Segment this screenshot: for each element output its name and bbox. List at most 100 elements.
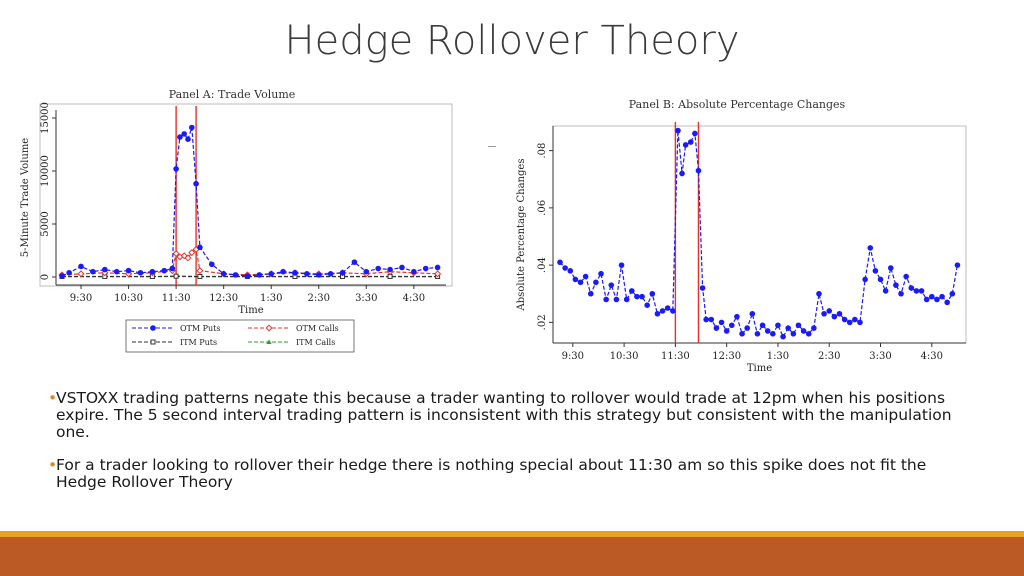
x-tick-label: 3:30 bbox=[869, 351, 891, 362]
x-tick-label: 2:30 bbox=[818, 351, 840, 362]
data-point bbox=[923, 296, 930, 303]
y-axis-label: 5-Minute Trade Volume bbox=[20, 138, 31, 258]
plot-frame bbox=[39, 103, 453, 287]
data-point bbox=[811, 325, 817, 331]
data-point bbox=[196, 267, 204, 275]
data-point bbox=[399, 264, 405, 271]
data-point bbox=[169, 265, 176, 272]
data-point bbox=[193, 180, 199, 187]
data-point bbox=[898, 290, 904, 297]
chart-title: Panel A: Trade Volume bbox=[169, 88, 296, 101]
y-tick-label: 0 bbox=[40, 274, 51, 280]
data-point bbox=[256, 272, 263, 278]
data-point bbox=[739, 331, 745, 337]
data-point bbox=[692, 130, 698, 137]
bullet-item: • For a trader looking to rollover their… bbox=[48, 457, 978, 491]
data-point bbox=[587, 290, 594, 297]
data-point bbox=[125, 267, 132, 274]
x-tick-label: 1:30 bbox=[767, 351, 789, 362]
data-point bbox=[649, 290, 656, 297]
data-point bbox=[816, 290, 822, 297]
data-point bbox=[862, 276, 868, 283]
series-line bbox=[61, 127, 438, 277]
data-point bbox=[836, 310, 843, 317]
data-point bbox=[764, 328, 771, 334]
data-point bbox=[618, 262, 625, 268]
data-point bbox=[821, 310, 827, 317]
data-point bbox=[877, 276, 884, 283]
data-point bbox=[754, 331, 761, 337]
data-point bbox=[826, 308, 833, 314]
x-axis-label: Time bbox=[747, 363, 772, 374]
chart-panel-b: Panel B: Absolute Percentage Changes 9:30… bbox=[516, 98, 967, 374]
data-point bbox=[77, 270, 85, 278]
data-point bbox=[852, 316, 858, 323]
data-point bbox=[577, 279, 584, 286]
data-point bbox=[628, 288, 635, 294]
y-tick-label: .02 bbox=[537, 314, 548, 330]
data-point bbox=[887, 265, 894, 271]
data-point bbox=[375, 265, 381, 272]
data-point bbox=[867, 245, 874, 251]
legend-marker bbox=[265, 324, 273, 332]
data-point bbox=[770, 331, 776, 337]
data-point bbox=[664, 305, 671, 311]
data-point bbox=[831, 313, 838, 320]
data-point bbox=[654, 310, 661, 317]
bullet-text: VSTOXX trading patterns negate this beca… bbox=[56, 389, 952, 441]
data-point bbox=[173, 273, 179, 279]
data-point bbox=[805, 331, 812, 337]
data-point bbox=[66, 269, 72, 276]
legend-marker bbox=[266, 339, 272, 344]
data-point bbox=[363, 268, 370, 275]
data-point bbox=[292, 269, 298, 276]
data-point bbox=[101, 266, 108, 273]
x-tick-label: 4:30 bbox=[403, 293, 425, 304]
data-point bbox=[682, 142, 689, 148]
data-point bbox=[699, 285, 706, 291]
x-tick-label: 2:30 bbox=[308, 293, 330, 304]
legend-box bbox=[125, 319, 355, 353]
x-tick-label: 9:30 bbox=[562, 351, 584, 362]
data-point bbox=[708, 316, 715, 323]
bullet-dot-icon: • bbox=[48, 389, 58, 407]
data-point bbox=[785, 325, 792, 331]
data-point bbox=[90, 268, 96, 275]
data-point bbox=[623, 296, 630, 303]
data-point bbox=[695, 167, 702, 174]
x-tick-label: 10:30 bbox=[610, 351, 639, 362]
data-point bbox=[903, 273, 909, 280]
y-tick-label: .04 bbox=[537, 257, 548, 273]
legend-label: OTM Puts bbox=[180, 324, 220, 333]
data-point bbox=[189, 124, 195, 131]
data-point bbox=[613, 296, 620, 303]
data-point bbox=[78, 263, 84, 270]
data-point bbox=[113, 268, 120, 275]
data-point bbox=[939, 293, 945, 300]
data-point bbox=[703, 316, 709, 323]
data-point bbox=[188, 249, 196, 257]
data-point bbox=[327, 271, 334, 277]
data-point bbox=[172, 250, 180, 258]
data-point bbox=[644, 302, 650, 309]
data-point bbox=[177, 134, 183, 140]
x-axis-label: Time bbox=[238, 305, 263, 316]
data-point bbox=[598, 270, 604, 277]
data-point bbox=[280, 268, 286, 275]
data-point bbox=[137, 269, 144, 276]
chart-title: Panel B: Absolute Percentage Changes bbox=[629, 98, 846, 111]
data-point bbox=[934, 296, 940, 303]
data-point bbox=[744, 325, 750, 331]
x-tick-label: 10:30 bbox=[114, 293, 143, 304]
data-point bbox=[882, 288, 889, 294]
data-point bbox=[775, 322, 781, 329]
y-tick-label: .08 bbox=[537, 143, 548, 159]
data-point bbox=[795, 322, 802, 329]
data-point bbox=[315, 272, 322, 278]
data-point bbox=[411, 268, 417, 275]
data-point bbox=[713, 325, 720, 331]
page-title: Hedge Rollover Theory bbox=[284, 18, 740, 64]
data-point bbox=[149, 268, 156, 275]
plot-frame bbox=[552, 125, 967, 344]
data-point bbox=[928, 293, 935, 300]
